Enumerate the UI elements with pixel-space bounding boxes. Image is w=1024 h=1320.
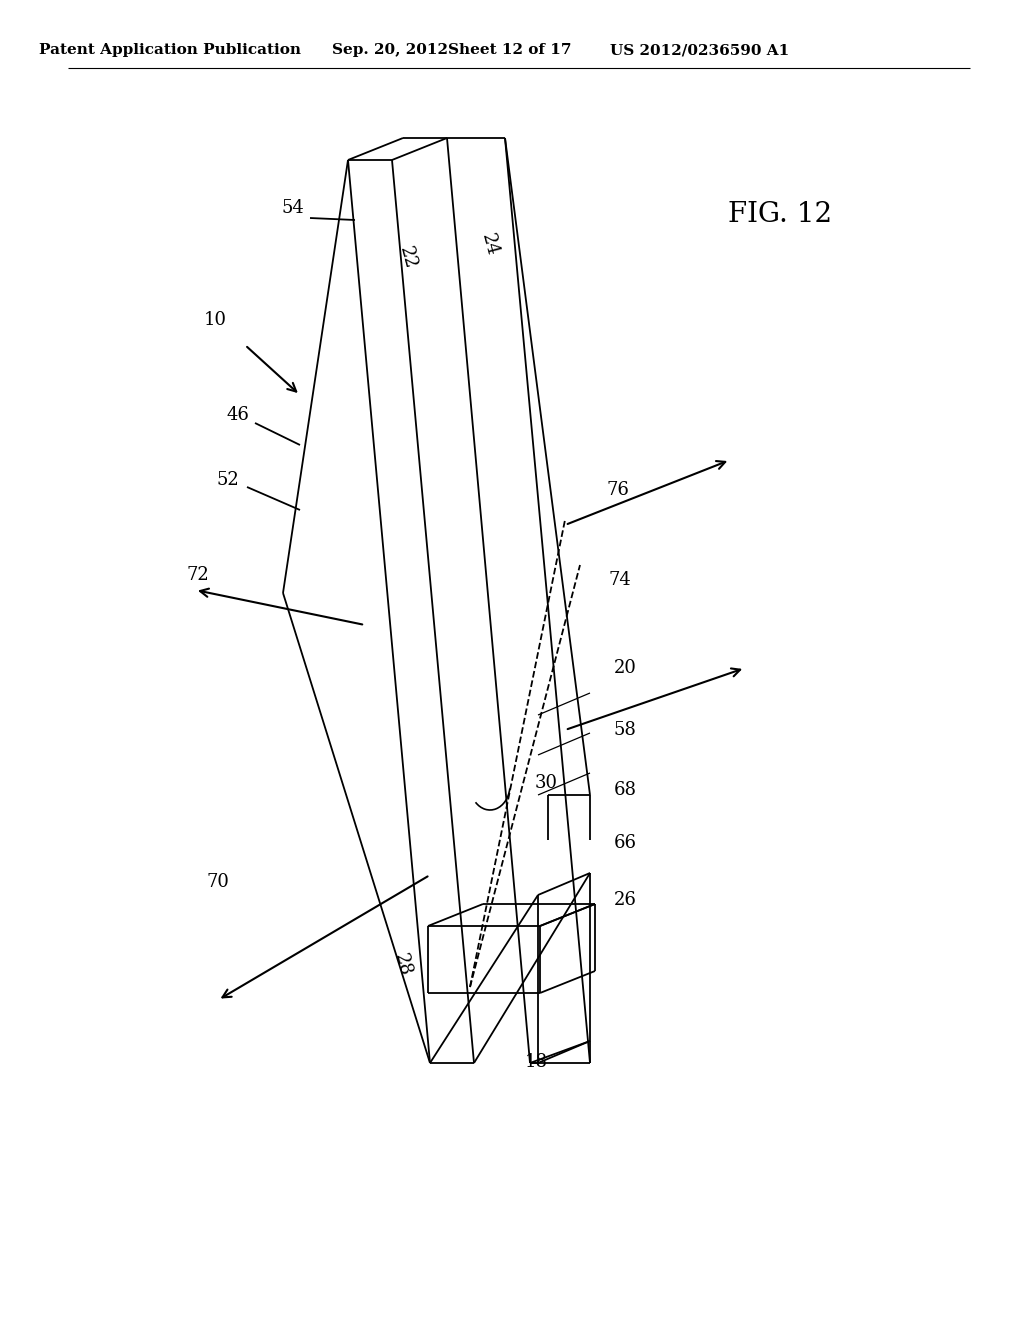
Text: 30: 30: [535, 774, 557, 792]
Text: 54: 54: [282, 199, 304, 216]
Text: 74: 74: [608, 572, 632, 589]
Text: Patent Application Publication: Patent Application Publication: [39, 44, 301, 57]
Text: 22: 22: [396, 244, 420, 272]
Text: 52: 52: [217, 471, 240, 488]
Text: 76: 76: [606, 480, 630, 499]
Text: 70: 70: [207, 873, 229, 891]
Text: 68: 68: [613, 781, 637, 799]
Text: 18: 18: [524, 1053, 548, 1071]
Text: US 2012/0236590 A1: US 2012/0236590 A1: [610, 44, 790, 57]
Text: Sheet 12 of 17: Sheet 12 of 17: [449, 44, 571, 57]
Text: 24: 24: [478, 232, 502, 259]
Text: 46: 46: [226, 407, 250, 424]
Text: 10: 10: [204, 312, 226, 329]
Text: FIG. 12: FIG. 12: [728, 202, 833, 228]
Text: 66: 66: [613, 834, 637, 851]
Text: 72: 72: [186, 566, 209, 583]
Text: Sep. 20, 2012: Sep. 20, 2012: [332, 44, 449, 57]
Text: 26: 26: [613, 891, 637, 909]
Text: 20: 20: [613, 659, 637, 677]
Text: 28: 28: [391, 952, 415, 978]
Text: 58: 58: [613, 721, 637, 739]
